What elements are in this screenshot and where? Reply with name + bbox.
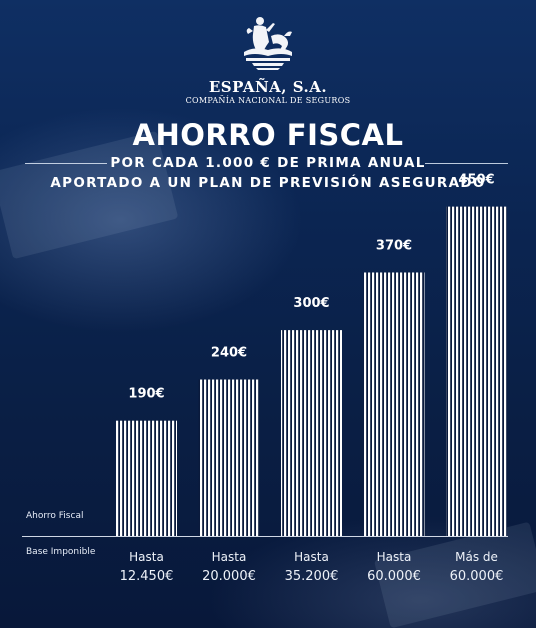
subtitle-rule-left [25, 163, 107, 164]
bar [446, 206, 507, 537]
baseline-divider [22, 536, 508, 537]
category-label-line2: 20.000€ [202, 569, 256, 584]
category-label-line2: 35.200€ [285, 569, 339, 584]
bar [198, 379, 260, 536]
bar [281, 330, 342, 536]
base-imponible-row-label: Base Imponible [26, 547, 96, 557]
category-label-line2: 12.450€ [120, 569, 174, 584]
company-seal-logo [244, 17, 292, 70]
subtitle-rule-right [425, 163, 508, 164]
category-label-line2: 60.000€ [367, 569, 421, 584]
category-label-line1: Hasta [129, 550, 164, 564]
category-label-line2: 60.000€ [450, 569, 504, 584]
company-tagline: COMPAÑÍA NACIONAL DE SEGUROS [185, 96, 351, 105]
bar [116, 420, 177, 536]
chart-title: AHORRO FISCAL [132, 118, 404, 152]
category-label-line1: Hasta [377, 550, 412, 564]
ahorro-fiscal-row-label: Ahorro Fiscal [26, 511, 84, 521]
category-label-line1: Hasta [294, 550, 329, 564]
company-name: ESPAÑA, S.A. [208, 78, 328, 96]
chart-subtitle-line-1: POR CADA 1.000 € DE PRIMA ANUAL [110, 155, 426, 171]
bar [363, 272, 425, 536]
category-label-line1: Hasta [212, 550, 247, 564]
bar-value-label: 370€ [376, 238, 412, 253]
bar-value-label: 450€ [458, 173, 494, 188]
chart-subtitle-line-2: APORTADO A UN PLAN DE PREVISIÓN ASEGURAD… [50, 175, 486, 191]
bar-value-label: 240€ [211, 346, 247, 361]
bar-value-label: 300€ [293, 296, 329, 311]
category-label-line1: Más de [455, 550, 498, 564]
bar-value-label: 190€ [128, 387, 164, 402]
